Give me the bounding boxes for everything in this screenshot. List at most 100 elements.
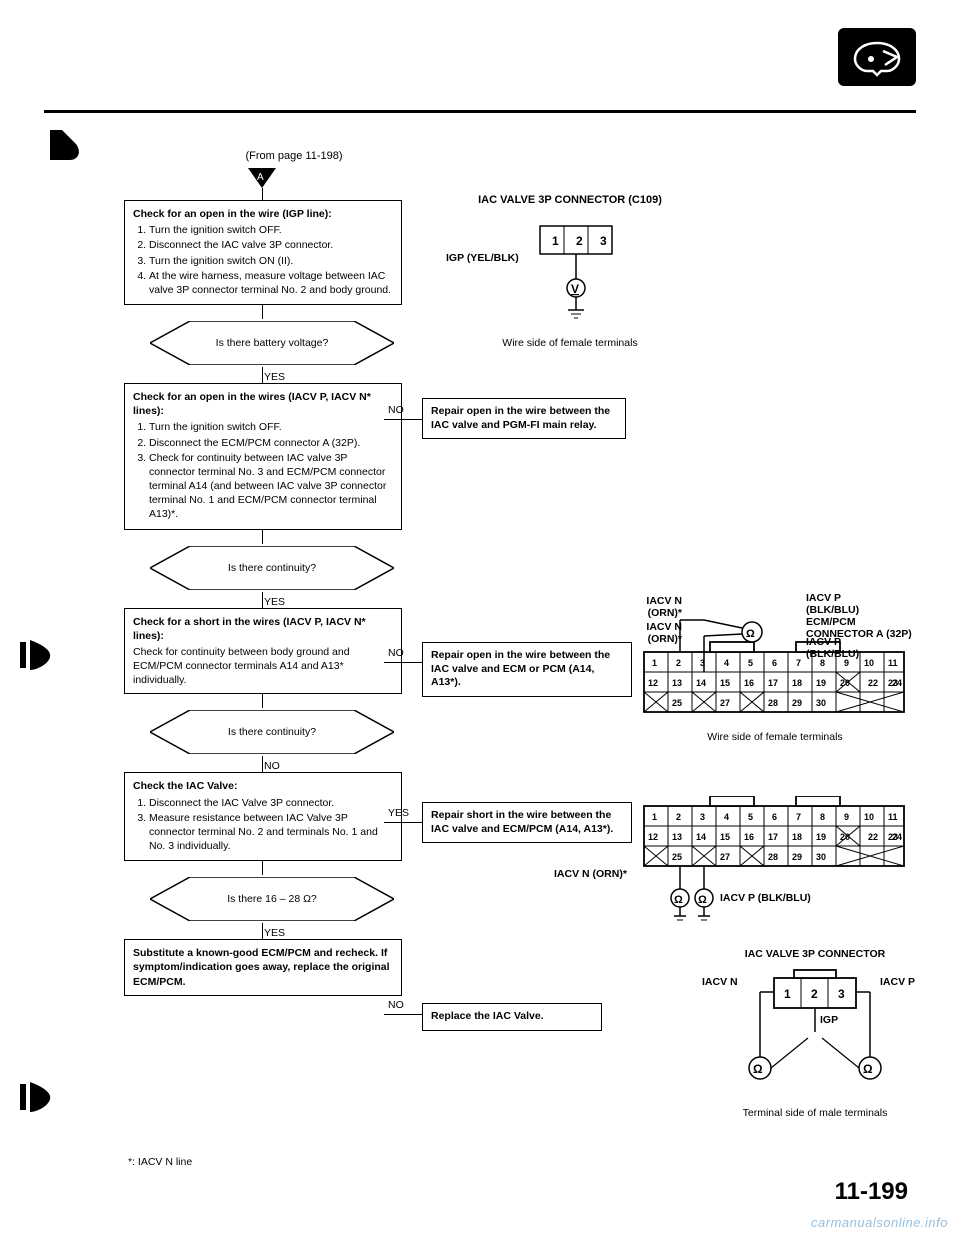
side-repair-short: Repair short in the wire between the IAC… <box>422 802 632 843</box>
svg-text:9: 9 <box>844 812 849 822</box>
branch-2-line <box>384 662 422 663</box>
svg-text:13: 13 <box>672 832 682 842</box>
page-number: 11-199 <box>835 1178 908 1206</box>
b2-i1: Turn the ignition switch OFF. <box>149 420 393 434</box>
b4-i2: Measure resistance between IAC Valve 3P … <box>149 811 393 854</box>
s4-text: Replace the IAC Valve. <box>431 1010 544 1022</box>
svg-text:14: 14 <box>696 832 706 842</box>
connector-c109: IAC VALVE 3P CONNECTOR (C109) 1 2 3 V IG… <box>440 194 700 349</box>
yes-1: YES <box>264 371 285 383</box>
svg-text:8: 8 <box>820 812 825 822</box>
branch-1-line <box>384 419 422 420</box>
b1-i2: Disconnect the IAC valve 3P connector. <box>149 238 393 252</box>
svg-text:6: 6 <box>772 812 777 822</box>
box-check-short: Check for a short in the wires (IACV P, … <box>124 608 402 695</box>
branch-4-line <box>384 1014 422 1015</box>
continue-triangle <box>248 168 276 188</box>
vline <box>262 367 263 383</box>
branch-3-line <box>384 822 422 823</box>
svg-text:V: V <box>571 282 579 296</box>
svg-text:16: 16 <box>744 832 754 842</box>
b2-i3: Check for continuity between IAC valve 3… <box>149 451 393 522</box>
svg-text:15: 15 <box>720 832 730 842</box>
no-3: NO <box>264 760 280 772</box>
svg-text:18: 18 <box>792 832 802 842</box>
orn-lbl: (ORN)* <box>648 607 682 619</box>
vline <box>262 305 263 319</box>
c109-caption: Wire side of female terminals <box>440 337 700 349</box>
section-icon <box>838 28 916 86</box>
svg-text:12: 12 <box>648 832 658 842</box>
box3-title: Check for a short in the wires (IACV P, … <box>133 615 393 643</box>
conn32pb-svg: 1234 567 891011 12131415 16171819 202223… <box>640 796 940 926</box>
box5-text: Substitute a known-good ECM/PCM and rech… <box>133 947 390 987</box>
svg-text:10: 10 <box>864 812 874 822</box>
igp2-lbl: IGP <box>820 1014 838 1026</box>
vline <box>262 188 263 200</box>
svg-text:2: 2 <box>676 658 681 668</box>
svg-text:19: 19 <box>816 832 826 842</box>
no-2: NO <box>388 647 404 659</box>
iacvn-lbl: IACV N <box>646 595 682 607</box>
c109-svg: 1 2 3 V <box>440 206 700 336</box>
svg-text:27: 27 <box>720 698 730 708</box>
svg-text:Ω: Ω <box>698 894 707 906</box>
rule-top <box>44 110 916 113</box>
svg-text:28: 28 <box>768 698 778 708</box>
box-substitute: Substitute a known-good ECM/PCM and rech… <box>124 939 402 996</box>
svg-text:2: 2 <box>811 987 818 1001</box>
pointer-1 <box>20 636 54 674</box>
s1-text: Repair open in the wire between the IAC … <box>431 405 610 431</box>
iacvn-lbl2: IACV N <box>646 621 682 633</box>
svg-text:16: 16 <box>744 678 754 688</box>
b1-i4: At the wire harness, measure voltage bet… <box>149 269 393 297</box>
svg-text:3: 3 <box>600 234 607 248</box>
svg-text:19: 19 <box>816 678 826 688</box>
side-replace: Replace the IAC Valve. <box>422 1003 602 1031</box>
footnote: *: IACV N line <box>128 1156 192 1168</box>
d4-text: Is there 16 – 28 Ω? <box>227 893 317 905</box>
connector-32p: 1234 567 891011 12131415 16171819 202223… <box>640 592 940 743</box>
svg-text:1: 1 <box>784 987 791 1001</box>
svg-text:15: 15 <box>720 678 730 688</box>
box-check-iac: Check the IAC Valve: Disconnect the IAC … <box>124 772 402 861</box>
pointer-2 <box>20 1078 54 1116</box>
svg-text:18: 18 <box>792 678 802 688</box>
svg-text:24: 24 <box>892 832 902 842</box>
box1-title: Check for an open in the wire (IGP line)… <box>133 207 393 221</box>
svg-text:Ω: Ω <box>863 1062 873 1076</box>
d1-text: Is there battery voltage? <box>216 337 329 349</box>
svg-text:22: 22 <box>868 678 878 688</box>
svg-text:1: 1 <box>652 658 657 668</box>
svg-text:13: 13 <box>672 678 682 688</box>
svg-text:4: 4 <box>724 812 729 822</box>
side-repair-open-relay: Repair open in the wire between the IAC … <box>422 398 626 439</box>
svg-text:14: 14 <box>696 678 706 688</box>
b1-i3: Turn the ignition switch ON (II). <box>149 254 393 268</box>
d2-text: Is there continuity? <box>228 562 316 574</box>
svg-text:28: 28 <box>768 852 778 862</box>
svg-text:2: 2 <box>576 234 583 248</box>
svg-text:25: 25 <box>672 852 682 862</box>
b4-i1: Disconnect the IAC Valve 3P connector. <box>149 796 393 810</box>
svg-text:5: 5 <box>748 812 753 822</box>
iacvp3-lbl: IACV P <box>880 976 915 988</box>
svg-text:24: 24 <box>892 678 902 688</box>
no-4: NO <box>388 999 404 1011</box>
svg-text:4: 4 <box>724 658 729 668</box>
svg-text:5: 5 <box>748 658 753 668</box>
iacvp-lbl2: IACV P <box>806 636 841 648</box>
svg-text:25: 25 <box>672 698 682 708</box>
connector-32p-b: 1234 567 891011 12131415 16171819 202223… <box>640 796 940 931</box>
svg-text:17: 17 <box>768 678 778 688</box>
svg-text:27: 27 <box>720 852 730 862</box>
svg-text:17: 17 <box>768 832 778 842</box>
svg-text:7: 7 <box>796 812 801 822</box>
svg-text:10: 10 <box>864 658 874 668</box>
vline <box>262 530 263 544</box>
svg-text:12: 12 <box>648 678 658 688</box>
box3-text: Check for continuity between body ground… <box>133 645 393 688</box>
vline <box>262 694 263 708</box>
diamond-battery: Is there battery voltage? <box>150 321 394 365</box>
svg-text:1: 1 <box>652 812 657 822</box>
